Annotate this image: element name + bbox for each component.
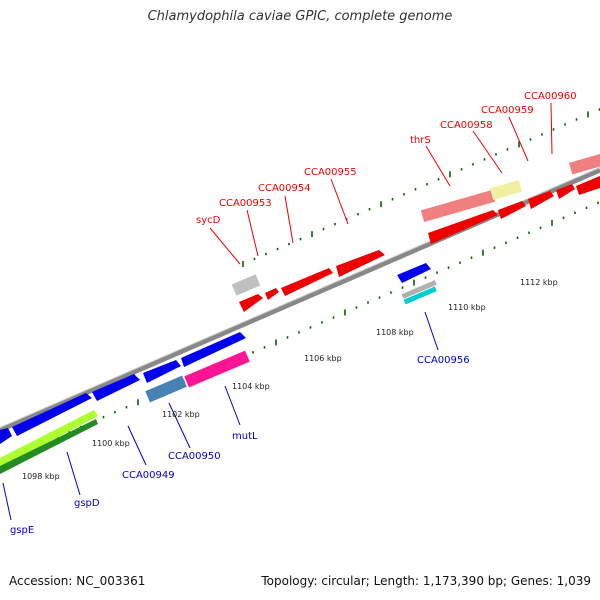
gene-CCA00959[interactable] (528, 191, 554, 209)
gene-label-CCA00954[interactable]: CCA00954 (258, 183, 311, 194)
gene-label-sycD[interactable]: sycD (196, 215, 221, 226)
gene-CCA00950[interactable] (145, 375, 187, 403)
kbp-label: 1108 kbp (376, 328, 414, 337)
gene-label-CCA00960[interactable]: CCA00960 (524, 91, 577, 102)
gene-CCA00956-gray[interactable] (401, 280, 437, 299)
gene-label-CCA00955[interactable]: CCA00955 (304, 167, 357, 178)
gene-gspE[interactable] (0, 419, 98, 474)
gene-CCA00960[interactable] (556, 184, 575, 199)
gene-sycD-gray[interactable] (231, 274, 261, 296)
gene-sycD[interactable] (239, 294, 263, 312)
gene-CCA00958-yellow[interactable] (489, 180, 523, 200)
gene-CCA00955[interactable] (336, 250, 385, 277)
gene-CCA00949[interactable] (92, 374, 140, 401)
gene-CCA00950-blue[interactable] (143, 360, 181, 383)
forward-gene-labels: sycD CCA00953 CCA00954 CCA00955 thrS CCA… (196, 91, 577, 226)
gene-CCA00956-blue[interactable] (397, 263, 431, 283)
gene-CCA00956[interactable] (403, 286, 437, 305)
accession-text: Accession: NC_003361 (9, 574, 146, 588)
gene-label-CCA00958[interactable]: CCA00958 (440, 120, 493, 131)
gene-label-thrS[interactable]: thrS (410, 135, 431, 146)
gene-CCA00953[interactable] (265, 288, 279, 300)
gene-thrS[interactable] (428, 210, 498, 244)
gene-right-pink[interactable] (569, 153, 600, 175)
reverse-genes (0, 263, 437, 474)
gene-reverse-left[interactable] (0, 428, 12, 444)
kbp-label: 1104 kbp (232, 382, 270, 391)
genome-info-text: Topology: circular; Length: 1,173,390 bp… (261, 574, 591, 588)
gene-gspE-lime[interactable] (0, 410, 98, 468)
gene-thrS-pink[interactable] (420, 190, 496, 222)
map-title: Chlamydophila caviae GPIC, complete geno… (147, 9, 453, 24)
forward-genes (231, 153, 600, 312)
gene-label-mutL[interactable]: mutL (232, 431, 258, 442)
kbp-label: 1100 kbp (92, 439, 130, 448)
gene-label-CCA00950[interactable]: CCA00950 (168, 451, 221, 462)
gene-label-CCA00956[interactable]: CCA00956 (417, 355, 470, 366)
kbp-label: 1098 kbp (22, 472, 60, 481)
kbp-label: 1110 kbp (448, 303, 486, 312)
gene-label-CCA00959[interactable]: CCA00959 (481, 105, 534, 116)
gene-label-CCA00949[interactable]: CCA00949 (122, 470, 175, 481)
reverse-leaders (2, 311, 439, 521)
gene-gspD[interactable] (12, 393, 92, 436)
gene-label-gspD[interactable]: gspD (74, 498, 100, 509)
gene-mutL[interactable] (184, 350, 250, 388)
kbp-label: 1112 kbp (520, 278, 558, 287)
gene-CCA00958[interactable] (498, 201, 526, 219)
gene-right-red[interactable] (576, 176, 600, 195)
gene-CCA00954[interactable] (281, 268, 333, 296)
gene-label-CCA00953[interactable]: CCA00953 (219, 198, 272, 209)
kbp-ruler-labels: 1098 kbp 1100 kbp 1102 kbp 1104 kbp 1106… (22, 278, 558, 481)
reverse-gene-labels: gspE gspD CCA00949 CCA00950 mutL CCA0095… (10, 355, 470, 536)
gene-mutL-blue[interactable] (181, 332, 246, 367)
forward-leaders (209, 102, 553, 265)
kbp-label: 1102 kbp (162, 410, 200, 419)
gene-label-gspE[interactable]: gspE (10, 525, 34, 536)
kbp-label: 1106 kbp (304, 354, 342, 363)
